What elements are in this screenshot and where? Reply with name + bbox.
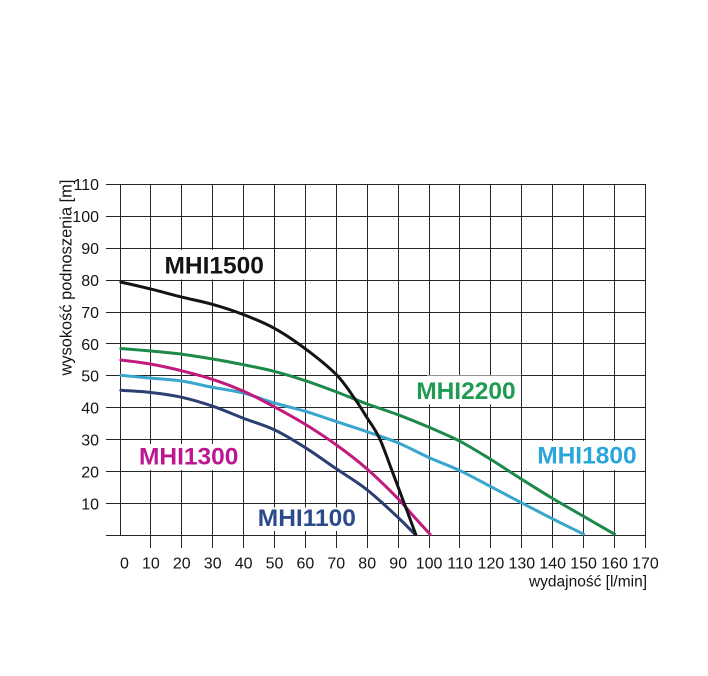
svg-text:80: 80 [81,273,99,290]
svg-text:wysokość podnoszenia [m]: wysokość podnoszenia [m] [58,180,76,377]
svg-text:0: 0 [120,556,129,573]
svg-text:170: 170 [632,556,659,573]
svg-text:90: 90 [389,556,407,573]
svg-text:110: 110 [447,556,473,573]
svg-text:70: 70 [81,305,99,322]
svg-text:MHI1300: MHI1300 [139,444,238,471]
svg-text:wydajność [l/min]: wydajność [l/min] [528,574,647,591]
svg-text:MHI2200: MHI2200 [416,378,515,405]
svg-text:150: 150 [570,556,597,573]
svg-text:10: 10 [81,496,99,513]
svg-text:30: 30 [204,556,222,573]
svg-text:50: 50 [266,556,284,573]
svg-text:20: 20 [173,556,191,573]
svg-text:90: 90 [81,241,99,258]
svg-text:160: 160 [601,556,628,573]
svg-text:MHI1100: MHI1100 [258,505,356,532]
svg-text:60: 60 [297,556,315,573]
svg-text:110: 110 [73,177,99,194]
svg-text:60: 60 [81,337,99,354]
svg-text:MHI1500: MHI1500 [165,253,264,280]
svg-text:130: 130 [508,556,535,573]
svg-text:100: 100 [72,209,99,226]
svg-text:MHI1800: MHI1800 [537,442,636,469]
svg-text:10: 10 [142,556,160,573]
svg-text:20: 20 [81,465,99,482]
svg-text:30: 30 [81,433,99,450]
svg-text:120: 120 [478,556,505,573]
svg-text:140: 140 [539,556,566,573]
svg-text:80: 80 [358,556,376,573]
svg-text:50: 50 [81,369,99,386]
svg-text:40: 40 [81,401,99,418]
svg-text:40: 40 [235,556,253,573]
svg-text:70: 70 [327,556,345,573]
svg-text:100: 100 [416,556,443,573]
